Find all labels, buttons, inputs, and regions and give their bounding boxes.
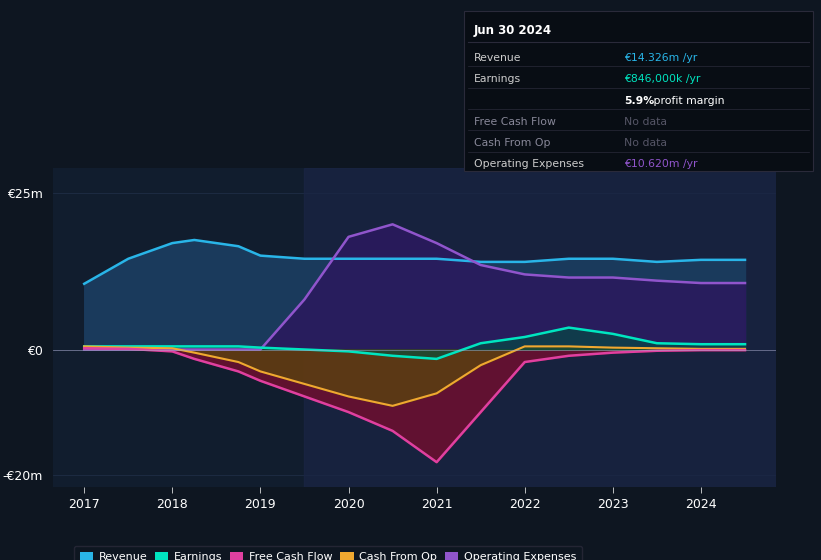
Legend: Revenue, Earnings, Free Cash Flow, Cash From Op, Operating Expenses: Revenue, Earnings, Free Cash Flow, Cash … — [74, 546, 582, 560]
Bar — [305, 168, 776, 487]
Text: profit margin: profit margin — [650, 96, 725, 105]
Text: No data: No data — [624, 117, 667, 127]
Text: 5.9%: 5.9% — [624, 96, 654, 105]
Text: Operating Expenses: Operating Expenses — [474, 160, 584, 169]
Text: No data: No data — [624, 138, 667, 148]
Text: Free Cash Flow: Free Cash Flow — [474, 117, 556, 127]
Text: €846,000k /yr: €846,000k /yr — [624, 74, 700, 84]
Text: Revenue: Revenue — [474, 53, 521, 63]
Text: €10.620m /yr: €10.620m /yr — [624, 160, 698, 169]
Text: Cash From Op: Cash From Op — [474, 138, 550, 148]
Text: Jun 30 2024: Jun 30 2024 — [474, 24, 552, 38]
Text: €14.326m /yr: €14.326m /yr — [624, 53, 697, 63]
Text: Earnings: Earnings — [474, 74, 521, 84]
